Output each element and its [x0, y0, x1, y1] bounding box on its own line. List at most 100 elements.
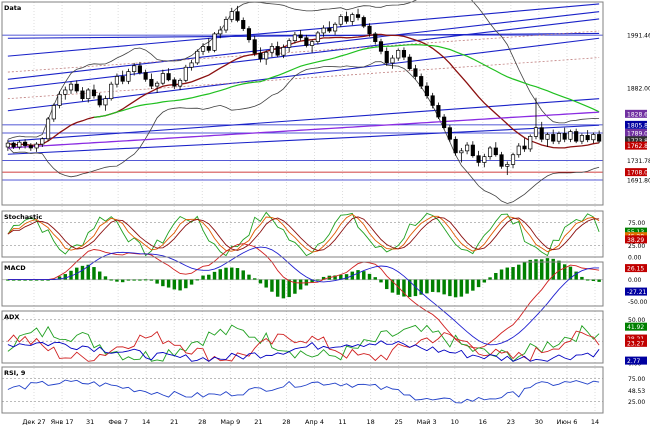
price-axis-label: 1882.00	[627, 86, 650, 93]
candle-body	[160, 73, 165, 84]
candle-body	[120, 76, 125, 82]
candle-body	[189, 62, 194, 68]
candle-body	[574, 131, 579, 142]
candle-body	[378, 41, 384, 52]
candle-body	[264, 51, 269, 60]
candle-body	[80, 90, 85, 100]
macd-histogram-bar	[155, 279, 159, 284]
macd-histogram-bar	[407, 279, 412, 297]
candle-body	[63, 89, 68, 95]
dmi-plus-line	[7, 324, 600, 362]
macd-histogram-bar	[293, 279, 297, 294]
candle-body	[310, 41, 315, 46]
candle-body	[333, 23, 338, 32]
candle-body	[143, 72, 148, 80]
macd-histogram-bar	[585, 279, 590, 281]
bollinger-lower	[7, 61, 600, 204]
candle-body	[338, 16, 343, 25]
macd-histogram-bar	[499, 269, 504, 280]
candle-body	[528, 136, 533, 150]
macd-histogram-bar	[115, 279, 119, 282]
indicator-axis-label: 25.00	[628, 399, 645, 406]
candle-body	[487, 147, 493, 158]
macd-histogram-bar	[419, 279, 423, 295]
indicator-axis-label: 50.00	[628, 317, 645, 324]
candle-body	[91, 89, 97, 97]
macd-histogram-bar	[207, 274, 211, 280]
candle-body	[206, 46, 211, 51]
macd-histogram-bar	[92, 267, 96, 280]
macd-histogram-bar	[545, 258, 550, 280]
macd-histogram-bar	[29, 279, 33, 281]
candle-body	[562, 133, 567, 140]
macd-histogram-bar	[235, 268, 240, 280]
time-axis-label: Май 3	[417, 418, 437, 426]
macd-histogram-bar	[339, 274, 343, 280]
macd-histogram-bar	[34, 279, 39, 281]
time-axis-label: 14	[591, 418, 599, 426]
macd-histogram-bar	[453, 279, 458, 298]
indicator-marker-box	[625, 287, 647, 296]
candle-body	[493, 147, 498, 156]
candle-body	[568, 131, 573, 140]
candle-body	[413, 68, 418, 77]
candle-body	[252, 39, 257, 54]
candle-body	[132, 65, 137, 72]
macd-histogram-bar	[57, 276, 62, 280]
candle-body	[367, 25, 372, 35]
macd-histogram-bar	[143, 279, 148, 281]
indicator-axis-label: 75.00	[628, 220, 645, 227]
time-axis-label: Дек 27	[22, 418, 45, 426]
macd-histogram-bar	[333, 275, 337, 280]
macd-histogram-bar	[270, 279, 274, 292]
panel-frame-rsi	[1, 366, 604, 414]
candle-body	[396, 49, 401, 59]
trend-line	[7, 124, 600, 155]
candle-body	[298, 34, 303, 39]
macd-histogram-bar	[316, 279, 320, 281]
macd-histogram-bar	[264, 279, 268, 288]
macd-histogram-bar	[580, 276, 584, 280]
candle-body	[287, 40, 292, 48]
macd-histogram-bar	[540, 259, 544, 280]
price-marker-box	[625, 141, 647, 150]
macd-histogram-bar	[252, 278, 257, 280]
candle-body	[114, 76, 120, 85]
candle-body	[556, 133, 562, 142]
time-axis-label: 25	[395, 418, 403, 426]
macd-histogram-bar	[528, 259, 532, 280]
candle-body	[304, 37, 309, 46]
stochastic-k-line	[7, 211, 600, 257]
panel-title-adx: ADX	[4, 313, 19, 321]
candle-body	[241, 20, 246, 29]
candle-body	[200, 46, 206, 52]
price-marker-box	[625, 109, 647, 118]
panel-title-stochastic: Stochastic	[4, 213, 42, 221]
candle-body	[453, 138, 458, 154]
macd-histogram-bar	[69, 270, 73, 280]
candle-body	[459, 150, 464, 154]
panel-title-macd: MACD	[4, 264, 26, 272]
macd-histogram-bar	[11, 279, 16, 281]
macd-histogram-bar	[184, 279, 188, 289]
macd-histogram-bar	[442, 279, 446, 295]
macd-histogram-bar	[591, 279, 596, 282]
candle-body	[68, 83, 74, 91]
candle-body	[5, 142, 10, 148]
trend-line	[7, 11, 600, 80]
time-axis-label: Янв 17	[51, 418, 74, 426]
panel-frame-price	[1, 1, 604, 206]
indicator-marker-label: 41.92	[627, 324, 644, 331]
moving-average-longest	[7, 111, 600, 149]
time-axis-label: Июн 6	[557, 418, 578, 426]
time-axis-label: 16	[479, 418, 487, 426]
macd-histogram-bar	[367, 273, 372, 280]
candle-body	[11, 142, 16, 148]
price-marker-box	[625, 128, 647, 137]
macd-histogram-bar	[488, 277, 492, 280]
candle-body	[28, 145, 33, 149]
guide-line	[7, 30, 600, 73]
time-axis-label: Мар 9	[220, 418, 240, 426]
indicator-axis-label: 48.53	[628, 388, 645, 395]
candle-body	[533, 127, 539, 137]
